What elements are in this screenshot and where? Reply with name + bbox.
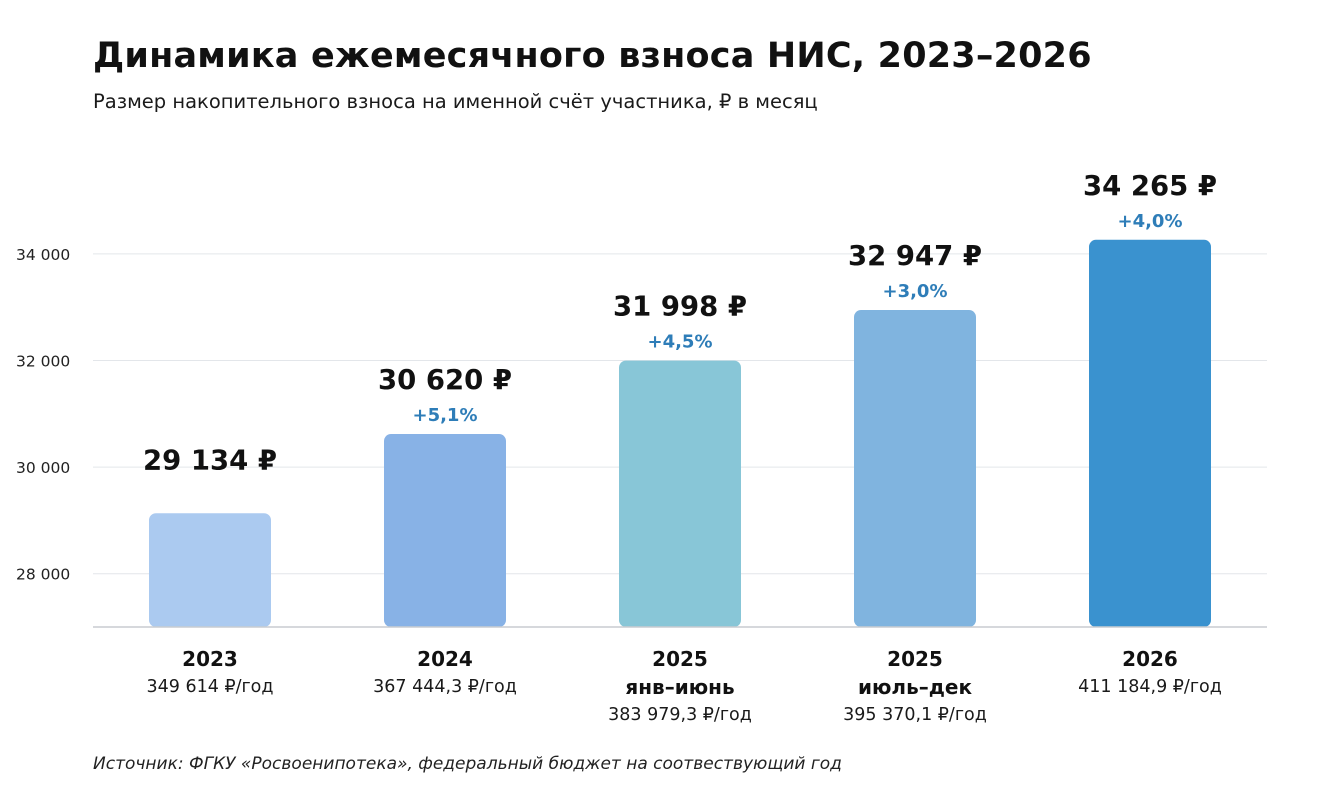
category-period: янв–июнь bbox=[625, 675, 735, 699]
y-tick-label: 32 000 bbox=[16, 353, 70, 371]
category-annual: 411 184,9 ₽/год bbox=[1078, 677, 1222, 697]
y-tick-label: 34 000 bbox=[16, 246, 70, 264]
growth-label: +4,5% bbox=[647, 332, 712, 353]
bar-4 bbox=[854, 310, 976, 627]
category-annual: 395 370,1 ₽/год bbox=[843, 705, 987, 725]
value-label: 32 947 ₽ bbox=[848, 240, 982, 272]
category-annual: 349 614 ₽/год bbox=[146, 677, 274, 697]
bar-3 bbox=[619, 360, 741, 627]
growth-label: +4,0% bbox=[1117, 211, 1182, 232]
bar-2 bbox=[384, 434, 506, 627]
category-2026: 2026 411 184,9 ₽/год bbox=[1030, 645, 1270, 701]
category-year: 2026 bbox=[1122, 647, 1178, 671]
category-2024: 2024 367 444,3 ₽/год bbox=[325, 645, 565, 701]
category-year: 2023 bbox=[182, 647, 238, 671]
category-year: 2024 bbox=[417, 647, 473, 671]
category-period: июль–дек bbox=[857, 675, 973, 699]
growth-label: +3,0% bbox=[882, 281, 947, 302]
y-tick-label: 28 000 bbox=[16, 566, 70, 584]
category-year: 2025 bbox=[887, 647, 943, 671]
bar-1 bbox=[149, 513, 271, 627]
category-annual: 383 979,3 ₽/год bbox=[608, 705, 752, 725]
category-annual: 367 444,3 ₽/год bbox=[373, 677, 517, 697]
chart-title: Динамика ежемесячного взноса НИС, 2023–2… bbox=[93, 36, 1092, 76]
value-label: 30 620 ₽ bbox=[378, 364, 512, 396]
value-label: 29 134 ₽ bbox=[143, 444, 277, 476]
category-2025-jan-jun: 2025 янв–июнь 383 979,3 ₽/год bbox=[560, 645, 800, 729]
category-2023: 2023 349 614 ₽/год bbox=[90, 645, 330, 701]
value-label: 31 998 ₽ bbox=[613, 291, 747, 323]
growth-label: +5,1% bbox=[412, 405, 477, 426]
y-tick-label: 30 000 bbox=[16, 459, 70, 477]
value-label: 34 265 ₽ bbox=[1083, 170, 1217, 202]
source-note: Источник: ФГКУ «Росвоенипотека», федерал… bbox=[93, 754, 842, 774]
bar-5 bbox=[1089, 239, 1211, 627]
category-2025-jul-dec: 2025 июль–дек 395 370,1 ₽/год bbox=[795, 645, 1035, 729]
category-year: 2025 bbox=[652, 647, 708, 671]
chart-subtitle: Размер накопительного взноса на именной … bbox=[93, 90, 818, 113]
